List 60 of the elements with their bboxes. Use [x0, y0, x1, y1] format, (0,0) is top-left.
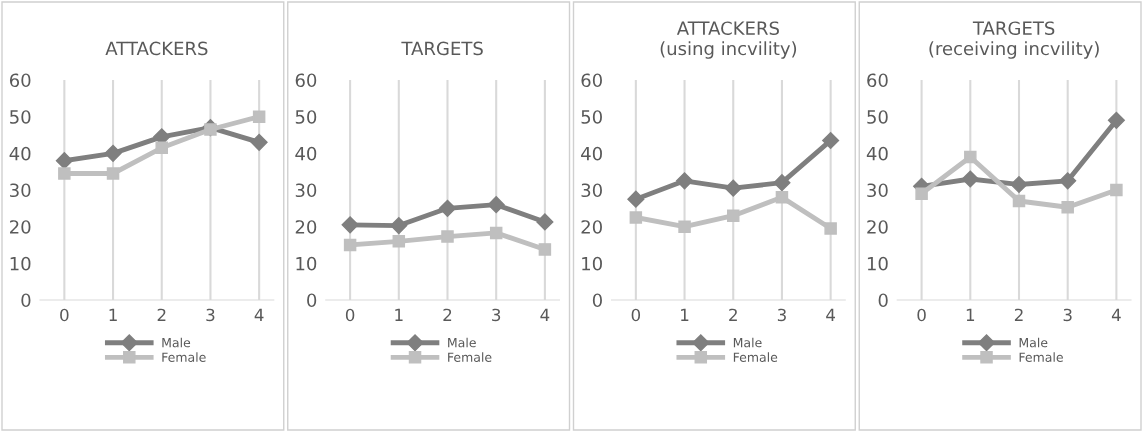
y-tick-label: 20 — [867, 220, 888, 234]
x-tick-label: 2 — [1014, 308, 1023, 321]
y-tick-label: 40 — [9, 146, 31, 161]
x-tick-label: 2 — [729, 308, 737, 321]
y-tick-label: 20 — [295, 220, 317, 234]
chart-title: ATTACKERS (using incvility) — [660, 21, 797, 59]
x-tick-label: 0 — [60, 308, 69, 322]
y-tick-label: 50 — [581, 110, 602, 124]
x-tick-label: 0 — [917, 308, 926, 322]
y-tick-label: 0 — [307, 293, 317, 308]
x-tick-label: 4 — [540, 308, 550, 321]
y-tick-label: 60 — [9, 73, 31, 88]
x-tick-label: 3 — [777, 308, 786, 322]
y-tick-label: 0 — [592, 293, 602, 308]
y-tick-label: 40 — [295, 146, 317, 161]
y-tick-label: 0 — [21, 293, 31, 308]
y-tick-label: 30 — [10, 183, 31, 198]
y-tick-label: 30 — [867, 183, 888, 198]
legend-label: Male — [162, 337, 191, 348]
x-tick-label: 3 — [492, 308, 501, 322]
chart-title: TARGETS (receiving incvility) — [929, 21, 1099, 59]
x-tick-label: 4 — [826, 308, 836, 321]
y-tick-label: 10 — [867, 256, 888, 271]
y-tick-label: 60 — [581, 73, 602, 88]
x-tick-label: 2 — [157, 308, 166, 321]
y-tick-label: 50 — [10, 110, 31, 124]
y-tick-label: 10 — [296, 256, 317, 271]
legend-label: Male — [448, 337, 476, 348]
x-tick-label: 1 — [109, 308, 117, 321]
chart-title: TARGETS — [401, 41, 483, 56]
y-tick-label: 40 — [866, 146, 888, 161]
y-tick-label: 60 — [295, 73, 317, 88]
chart-title: ATTACKERS — [105, 41, 208, 56]
x-tick-label: 4 — [1111, 308, 1121, 321]
y-tick-label: 40 — [581, 146, 602, 161]
legend-label: Male — [1019, 337, 1048, 348]
x-tick-label: 1 — [395, 308, 403, 321]
y-tick-label: 30 — [581, 183, 602, 198]
x-tick-label: 3 — [1063, 308, 1072, 322]
x-tick-label: 3 — [206, 308, 215, 322]
x-tick-label: 1 — [966, 308, 975, 321]
y-tick-label: 10 — [582, 256, 602, 271]
x-tick-label: 0 — [631, 308, 641, 322]
legend-label: Female — [448, 352, 492, 362]
y-tick-label: 0 — [878, 293, 888, 308]
y-tick-label: 30 — [295, 183, 317, 198]
x-tick-label: 4 — [254, 308, 264, 321]
legend-label: Female — [1019, 352, 1063, 362]
y-tick-label: 20 — [581, 220, 602, 234]
y-tick-label: 10 — [10, 256, 31, 271]
legend-label: Female — [733, 352, 778, 362]
y-tick-label: 50 — [867, 110, 888, 124]
x-tick-label: 2 — [443, 308, 452, 321]
x-tick-label: 0 — [345, 308, 355, 322]
legend-label: Male — [733, 337, 762, 348]
x-tick-label: 1 — [681, 308, 689, 321]
legend-label: Female — [162, 352, 206, 362]
y-tick-label: 20 — [10, 220, 31, 234]
y-tick-label: 50 — [295, 110, 317, 124]
y-tick-label: 60 — [867, 73, 888, 88]
